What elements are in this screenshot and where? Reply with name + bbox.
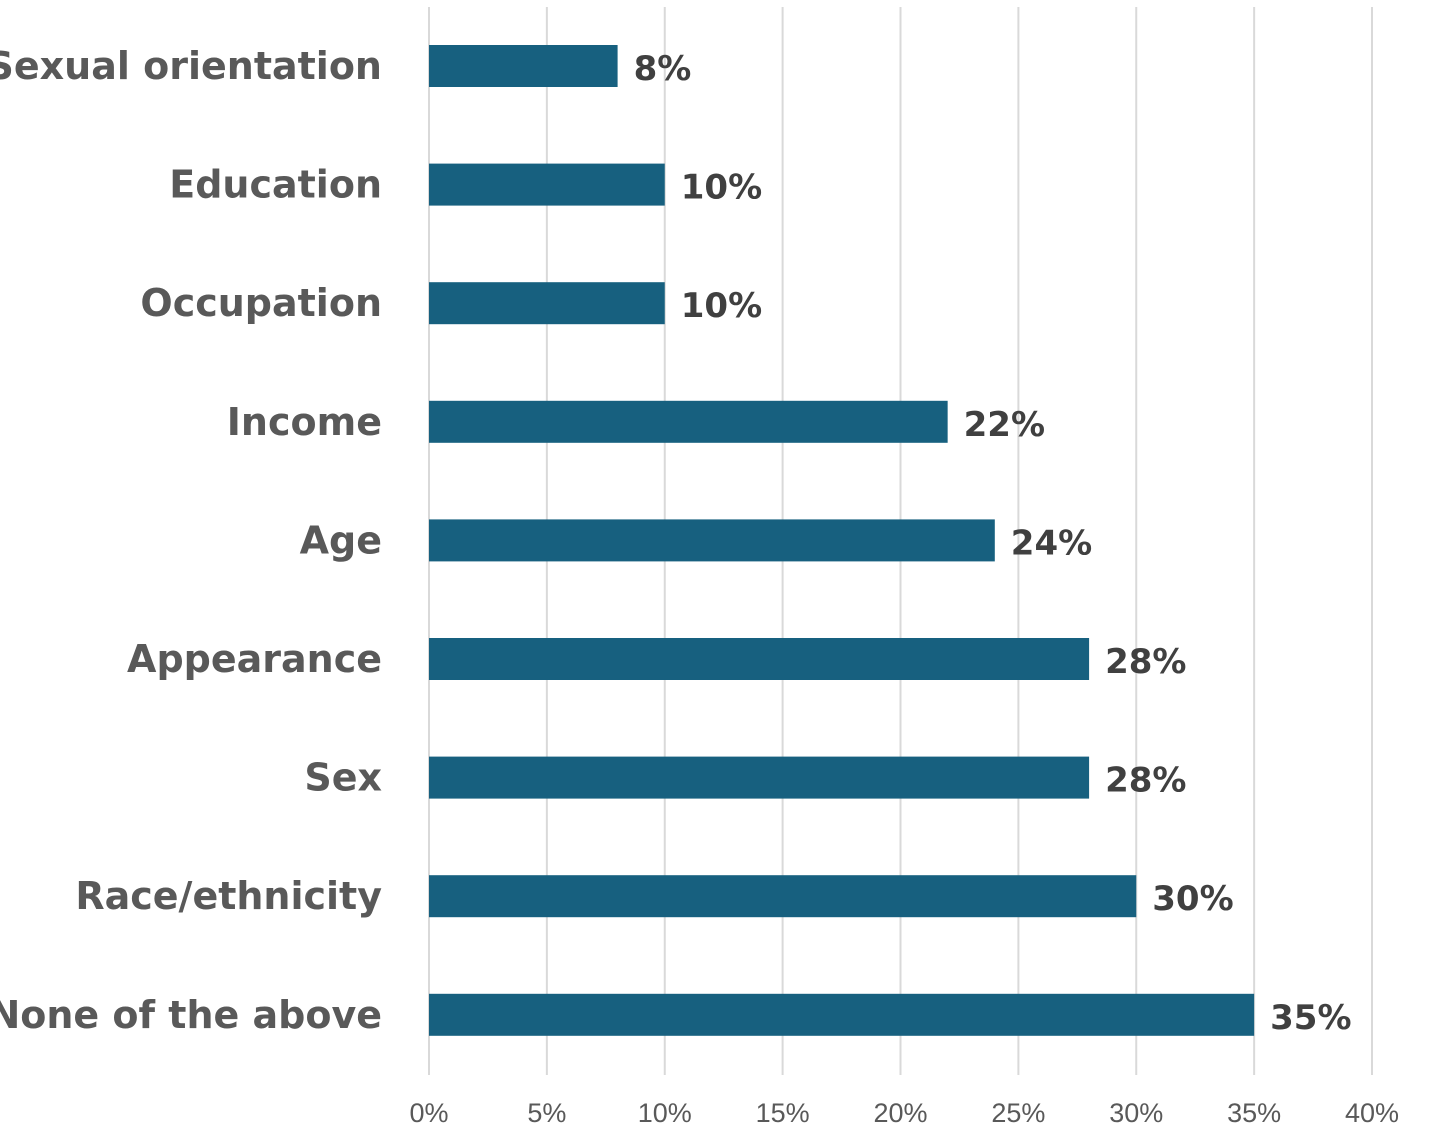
bar (429, 519, 995, 562)
x-tick-label: 5% (527, 1098, 566, 1127)
x-tick-label: 10% (638, 1098, 692, 1127)
bar (429, 163, 665, 206)
value-label: 10% (681, 286, 762, 326)
bars (429, 45, 1255, 1036)
category-label: Occupation (140, 281, 382, 325)
category-label: Appearance (127, 637, 382, 681)
bar (429, 875, 1137, 918)
x-axis-tick-labels: 0% 5% 10% 15% 20% 25% 30% 35% 40% (409, 1098, 1399, 1127)
x-tick-label: 20% (873, 1098, 927, 1127)
bar (429, 638, 1090, 680)
category-label: Race/ethnicity (75, 874, 382, 918)
x-tick-label: 30% (1109, 1098, 1163, 1127)
value-label: 28% (1105, 761, 1186, 801)
value-labels: 8% 10% 10% 22% 24% 28% 28% 30% 35% (634, 49, 1352, 1038)
bar (429, 282, 665, 325)
category-label: Age (300, 518, 382, 562)
bar (429, 400, 948, 443)
category-label: Income (227, 400, 382, 444)
bar (429, 756, 1090, 799)
value-label: 24% (1011, 523, 1092, 563)
category-label: Sexual orientation (0, 44, 382, 88)
category-label: Sex (304, 756, 382, 800)
bar (429, 45, 618, 87)
x-tick-label: 40% (1345, 1098, 1399, 1127)
value-label: 30% (1152, 879, 1233, 919)
value-label: 28% (1105, 642, 1186, 682)
value-label: 8% (634, 49, 692, 89)
category-label: Education (169, 163, 382, 207)
x-tick-label: 15% (756, 1098, 810, 1127)
category-label: None of the above (0, 993, 382, 1037)
x-tick-label: 35% (1227, 1098, 1281, 1127)
category-labels: Sexual orientation Education Occupation Inc… (0, 44, 382, 1037)
bar (429, 993, 1255, 1036)
value-label: 10% (681, 168, 762, 208)
x-tick-label: 0% (409, 1098, 448, 1127)
x-tick-label: 25% (991, 1098, 1045, 1127)
value-label: 35% (1270, 998, 1351, 1038)
value-label: 22% (964, 405, 1045, 445)
